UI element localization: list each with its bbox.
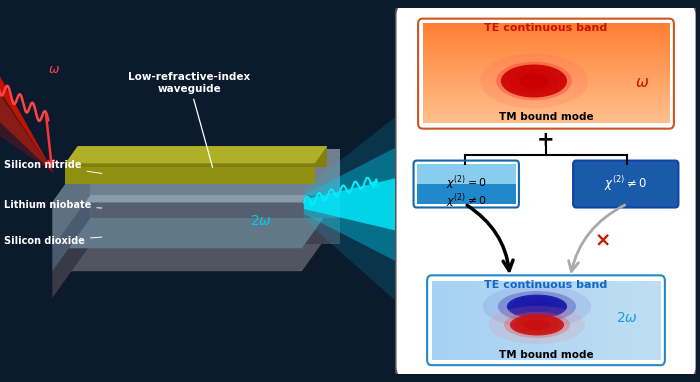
Ellipse shape	[514, 316, 559, 334]
Text: Lithium niobate: Lithium niobate	[4, 200, 102, 210]
Polygon shape	[304, 134, 423, 275]
Bar	[416, 164, 516, 184]
Text: $\omega$: $\omega$	[636, 75, 650, 90]
Polygon shape	[65, 163, 315, 184]
Polygon shape	[78, 146, 327, 167]
Polygon shape	[90, 218, 340, 244]
FancyBboxPatch shape	[395, 4, 696, 378]
Ellipse shape	[496, 62, 572, 100]
Text: $2\omega$: $2\omega$	[617, 311, 638, 325]
Text: Silicon dioxide: Silicon dioxide	[4, 236, 102, 246]
Ellipse shape	[480, 53, 588, 108]
Text: TM bound mode: TM bound mode	[498, 112, 594, 121]
Ellipse shape	[510, 314, 564, 335]
Polygon shape	[304, 96, 423, 325]
Polygon shape	[304, 172, 423, 237]
Text: $\chi^{(2)}\neq 0$: $\chi^{(2)}\neq 0$	[446, 191, 486, 210]
Text: TM bound mode: TM bound mode	[498, 350, 594, 360]
Ellipse shape	[498, 291, 576, 322]
Polygon shape	[65, 146, 327, 163]
Ellipse shape	[510, 69, 559, 93]
Polygon shape	[0, 46, 55, 174]
Ellipse shape	[504, 312, 570, 338]
Ellipse shape	[507, 295, 567, 319]
Text: $2\omega$: $2\omega$	[249, 214, 272, 228]
Bar	[416, 184, 516, 204]
Polygon shape	[52, 149, 340, 202]
Polygon shape	[52, 149, 90, 248]
Text: $\chi^{(2)}\neq 0$: $\chi^{(2)}\neq 0$	[604, 175, 648, 193]
Polygon shape	[52, 218, 340, 271]
Text: TE continuous band: TE continuous band	[484, 23, 608, 33]
Polygon shape	[52, 195, 340, 248]
Ellipse shape	[522, 301, 552, 312]
Text: TE continuous band: TE continuous band	[484, 280, 608, 290]
Ellipse shape	[512, 296, 563, 317]
Text: Silicon nitride: Silicon nitride	[4, 160, 102, 173]
Ellipse shape	[483, 285, 591, 328]
Text: $\omega$: $\omega$	[48, 63, 60, 76]
Polygon shape	[0, 76, 55, 174]
FancyBboxPatch shape	[573, 160, 678, 207]
Ellipse shape	[500, 65, 567, 97]
Polygon shape	[52, 195, 90, 271]
Ellipse shape	[489, 306, 585, 344]
Polygon shape	[90, 195, 340, 218]
Text: Low-refractive-index
waveguide: Low-refractive-index waveguide	[128, 72, 251, 167]
Text: $\chi^{(2)}= 0$: $\chi^{(2)}= 0$	[446, 174, 486, 192]
Text: ×: ×	[595, 231, 611, 250]
Ellipse shape	[524, 319, 550, 330]
Ellipse shape	[519, 73, 549, 89]
Polygon shape	[90, 149, 340, 195]
Text: +: +	[537, 130, 555, 151]
Polygon shape	[52, 218, 90, 298]
Polygon shape	[0, 65, 55, 174]
